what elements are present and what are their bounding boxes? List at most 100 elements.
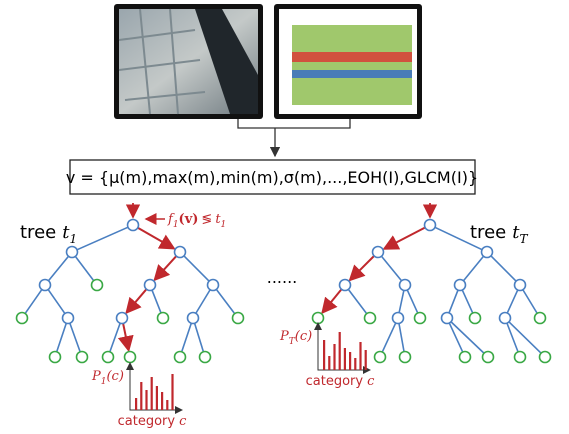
photo — [114, 4, 263, 119]
decision-edge — [138, 228, 174, 249]
hist-bar — [328, 356, 330, 370]
split-node — [40, 280, 51, 291]
tree-edge — [449, 291, 458, 313]
leaf-node — [233, 313, 244, 324]
split-node — [373, 247, 384, 258]
decision-edge — [350, 256, 374, 280]
decision-edge — [127, 290, 147, 313]
leaf-node — [540, 352, 551, 363]
tree-edge — [48, 290, 64, 313]
tree-edge — [184, 256, 209, 281]
tree-edge — [196, 290, 210, 313]
leaf-node — [470, 313, 481, 324]
diagram: v = {μ(m),max(m),min(m),σ(m),...,EOH(I),… — [0, 0, 569, 434]
split-node — [400, 280, 411, 291]
hist-bar — [166, 400, 168, 410]
tree-edge — [217, 290, 235, 313]
leaf-node — [460, 352, 471, 363]
tree-edge — [25, 290, 41, 313]
split-node — [500, 313, 511, 324]
split-node — [340, 280, 351, 291]
axis-var: c — [179, 414, 187, 429]
tree-edge — [195, 324, 203, 352]
tree-edge — [49, 257, 68, 281]
split-node — [117, 313, 128, 324]
tree-edge — [70, 324, 80, 352]
hist-bar — [339, 332, 341, 370]
decision-edge — [155, 256, 176, 279]
tree-edge — [507, 290, 517, 312]
tree-edge — [407, 290, 417, 312]
tree-edge — [507, 324, 518, 352]
leaf-node — [400, 352, 411, 363]
leaf-node — [103, 352, 114, 363]
hist-bar — [333, 344, 335, 370]
leaf-node — [175, 352, 186, 363]
tree-edge — [464, 257, 483, 281]
leaf-node — [515, 352, 526, 363]
split-node — [145, 280, 156, 291]
leaf-node — [158, 313, 169, 324]
tree-edge — [462, 290, 472, 312]
signal-plot — [274, 4, 422, 119]
tree-edge — [399, 324, 404, 351]
tree-edge — [77, 227, 127, 249]
leaf-node — [415, 313, 426, 324]
split-node — [63, 313, 74, 324]
decision-edge — [384, 228, 424, 249]
hist-bar — [145, 390, 147, 410]
leaf-node — [200, 352, 211, 363]
tree-edge — [182, 324, 191, 352]
hist-bar — [140, 382, 142, 410]
feature-vector: v = {μ(m),max(m),min(m),σ(m),...,EOH(I),… — [66, 168, 478, 187]
leaf-node — [313, 313, 324, 324]
leaf-node — [535, 313, 546, 324]
tree-edge — [399, 291, 404, 312]
hist-fn: P — [91, 369, 101, 384]
hist-bar — [359, 342, 361, 370]
split-node — [128, 220, 139, 231]
split-node — [208, 280, 219, 291]
hist-bar — [344, 348, 346, 370]
tree-edge — [76, 257, 94, 280]
split-node — [482, 247, 493, 258]
split-node — [175, 247, 186, 258]
axis-word: category — [118, 414, 176, 429]
ellipsis: ...... — [267, 268, 298, 287]
tree-edge — [57, 324, 66, 352]
hist-bar — [151, 377, 153, 410]
tree-edge — [382, 257, 401, 281]
leaf-node — [365, 313, 376, 324]
connector — [238, 119, 350, 156]
split-node — [425, 220, 436, 231]
hist-bar — [135, 398, 137, 410]
tree-word: tree — [20, 222, 56, 243]
decision-edge — [322, 290, 341, 313]
decision-edge — [123, 324, 128, 350]
hist-bar — [354, 358, 356, 370]
tree-edge — [383, 323, 396, 351]
hist-bar — [161, 392, 163, 410]
split-node — [442, 313, 453, 324]
leaf-node — [92, 280, 103, 291]
split-node — [393, 313, 404, 324]
leaf-node — [17, 313, 28, 324]
tree-sub: T — [519, 232, 528, 246]
tree-word: tree — [470, 222, 506, 243]
hist-bar — [323, 340, 325, 370]
split-node — [67, 247, 78, 258]
tree-edge — [509, 322, 540, 353]
leaf-node — [483, 352, 494, 363]
hist-label: PT(c) — [279, 329, 312, 347]
leaf-node — [375, 352, 386, 363]
split-node — [188, 313, 199, 324]
split-node — [455, 280, 466, 291]
tree-sub: 1 — [69, 232, 77, 246]
hist-bar — [171, 374, 173, 410]
hist-arg: (c) — [295, 329, 312, 344]
axis-var: c — [367, 374, 375, 389]
